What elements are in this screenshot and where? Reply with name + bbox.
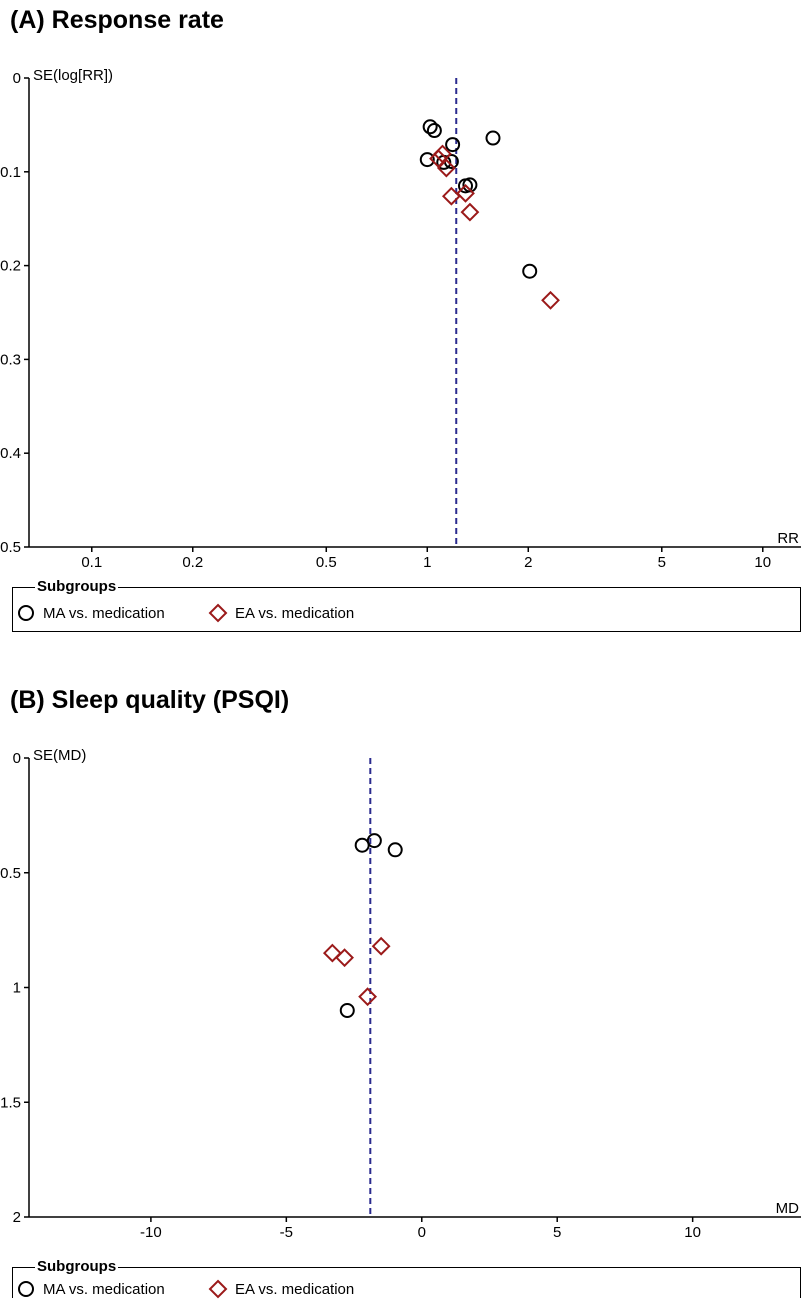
diamond-marker-icon (208, 1279, 228, 1299)
x-tick-label: 10 (754, 554, 771, 571)
data-point-ma (522, 263, 538, 279)
funnel-plot-response-rate: 0 0.1 0.2 0.3 0.4 0.5 0.1 0.2 0.5 1 2 5 10 SE(log[RR]… (0, 67, 801, 571)
data-point-ma (354, 837, 370, 853)
data-point-ma (366, 833, 382, 849)
data-point-ea (456, 183, 475, 203)
legend-label-ma: MA vs. medication (43, 604, 165, 622)
data-point-ea (358, 987, 378, 1007)
x-tick-label: 1 (423, 554, 431, 571)
x-tick-label: 2 (524, 554, 532, 571)
data-point-ma (419, 152, 435, 168)
data-point-ea (335, 948, 354, 968)
circle-marker-icon (18, 605, 34, 621)
legend-label-ma: MA vs. medication (43, 1280, 165, 1298)
y-axis-label: SE(MD) (33, 747, 86, 764)
y-tick-label: 0 (13, 70, 21, 87)
y-tick-label: 0.5 (0, 865, 21, 882)
data-point-ea (322, 943, 342, 963)
legend-item-ea: EA vs. medication (207, 602, 354, 624)
legend-item-ea: EA vs. medication (207, 1278, 354, 1300)
panel-b-title: (B) Sleep quality (PSQI) (10, 686, 290, 714)
y-tick-label: 1 (13, 980, 21, 997)
x-tick-label: 5 (553, 1224, 561, 1241)
x-tick-label: 10 (684, 1224, 701, 1241)
x-tick-label: 0 (418, 1224, 426, 1241)
data-point-ma (387, 842, 403, 858)
circle-marker-icon (18, 1281, 34, 1297)
legend-label-ea: EA vs. medication (235, 604, 355, 622)
legend-item-ma: MA vs. medication (15, 602, 165, 624)
data-point-ma (485, 130, 501, 146)
x-tick-label: -5 (280, 1224, 293, 1241)
y-tick-label: 0.4 (0, 445, 21, 462)
x-tick-label: 5 (658, 554, 666, 571)
legend-response-rate: Subgroups MA vs. medication EA vs. medic… (12, 578, 801, 632)
funnel-plot-sleep-quality: 0 0.5 1 1.5 2 -10 -5 0 5 10 SE(MD) MD (0, 747, 801, 1241)
y-tick-label: 0 (13, 750, 21, 767)
x-tick-label: 0.2 (182, 554, 203, 571)
data-point-ma (462, 177, 478, 193)
y-tick-label: 0.2 (0, 258, 21, 275)
data-point-ma (339, 1002, 355, 1018)
data-point-ea (436, 158, 456, 178)
panel-a-title: (A) Response rate (10, 6, 224, 34)
legend-item-ma: MA vs. medication (15, 1278, 165, 1300)
x-axis-label: MD (776, 1200, 799, 1217)
x-tick-label: -10 (140, 1224, 162, 1241)
x-tick-label: 0.5 (316, 554, 337, 571)
y-tick-label: 0.3 (0, 351, 21, 368)
legend-label-ea: EA vs. medication (235, 1280, 355, 1298)
y-tick-label: 1.5 (0, 1094, 21, 1111)
data-point-ma (426, 123, 442, 139)
legend-title: Subgroups (35, 578, 119, 595)
data-point-ea (460, 202, 480, 222)
legend-title: Subgroups (35, 1258, 119, 1275)
data-point-ma (422, 119, 438, 135)
x-tick-label: 0.1 (81, 554, 102, 571)
data-point-ea (371, 936, 391, 956)
data-point-ma (445, 137, 461, 153)
y-tick-label: 2 (13, 1209, 21, 1226)
x-axis-label: RR (777, 530, 799, 547)
legend-sleep-quality: Subgroups MA vs. medication EA vs. medic… (12, 1258, 801, 1300)
y-tick-label: 0.5 (0, 539, 21, 556)
y-tick-label: 0.1 (0, 164, 21, 181)
y-axis-label: SE(log[RR]) (33, 67, 113, 84)
data-point-ea (541, 290, 560, 310)
diamond-marker-icon (208, 603, 228, 623)
